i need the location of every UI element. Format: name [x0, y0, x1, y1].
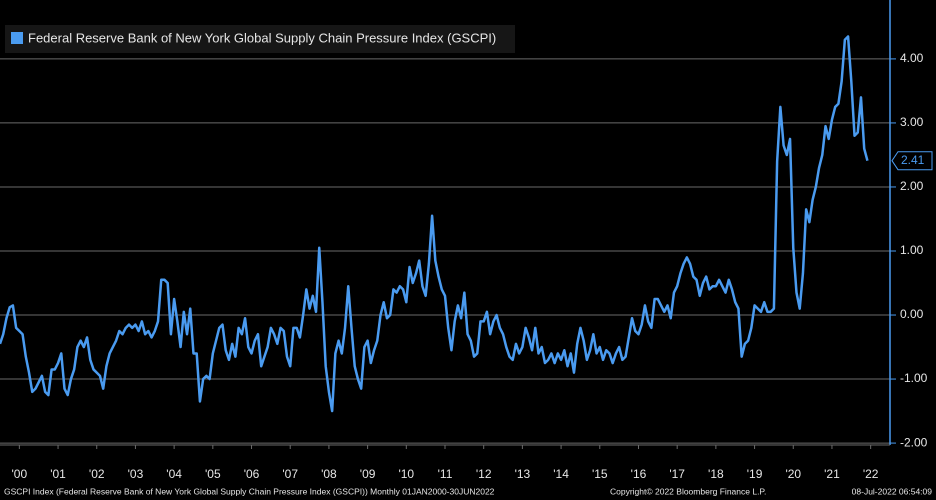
x-tick-label: '13	[515, 467, 531, 481]
x-tick-label: '09	[360, 467, 376, 481]
y-tick-label: 2.00	[900, 179, 924, 193]
y-tick-label: 0.00	[900, 307, 924, 321]
y-tick-label: 1.00	[900, 243, 924, 257]
x-tick-label: '05	[205, 467, 221, 481]
series-line	[0, 35, 869, 413]
y-tick-label: -1.00	[900, 371, 928, 385]
x-tick-label: '16	[631, 467, 647, 481]
footer-copyright: Copyright© 2022 Bloomberg Finance L.P.	[610, 486, 766, 496]
x-tick-label: '00	[12, 467, 28, 481]
x-tick-label: '14	[553, 467, 569, 481]
x-tick-label: '15	[592, 467, 608, 481]
x-tick-label: '21	[824, 467, 840, 481]
x-tick-label: '01	[50, 467, 66, 481]
footer-timestamp: 08-Jul-2022 06:54:09	[852, 486, 933, 496]
legend-box	[5, 25, 515, 53]
x-tick-label: '07	[282, 467, 298, 481]
x-tick-label: '18	[708, 467, 724, 481]
x-tick-label: '17	[669, 467, 685, 481]
x-tick-label: '12	[476, 467, 492, 481]
x-tick-label: '08	[321, 467, 337, 481]
x-tick-label: '02	[89, 467, 105, 481]
legend-swatch	[11, 32, 23, 44]
x-tick-label: '04	[166, 467, 182, 481]
x-tick-label: '10	[398, 467, 414, 481]
x-tick-label: '19	[747, 467, 763, 481]
x-tick-label: '22	[863, 467, 879, 481]
x-tick-label: '20	[785, 467, 801, 481]
last-value-tag	[891, 151, 933, 171]
y-tick-label: 3.00	[900, 115, 924, 129]
x-tick-label: '03	[128, 467, 144, 481]
x-tick-label: '11	[438, 467, 453, 481]
y-tick-label: 4.00	[900, 51, 924, 65]
legend-label: Federal Reserve Bank of New York Global …	[28, 30, 496, 45]
footer-source: GSCPI Index (Federal Reserve Bank of New…	[4, 486, 495, 496]
last-value-label: 2.41	[901, 153, 925, 167]
y-tick-label: -2.00	[900, 435, 928, 449]
x-tick-label: '06	[244, 467, 260, 481]
